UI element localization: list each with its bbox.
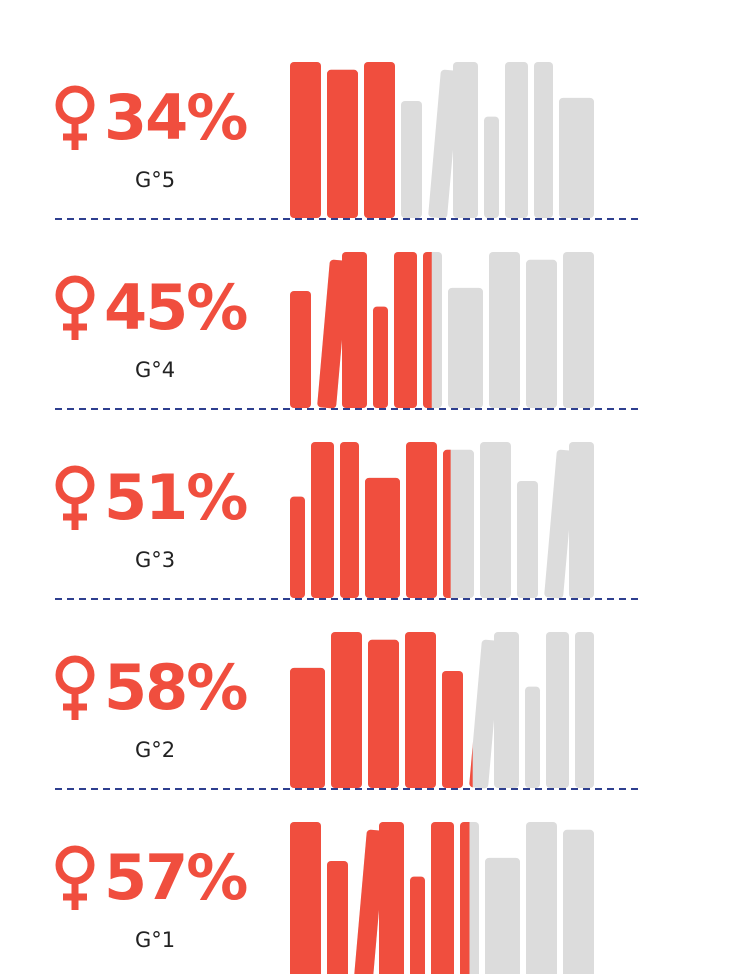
book <box>373 306 388 408</box>
book <box>546 632 569 788</box>
book <box>489 252 520 408</box>
book <box>443 449 474 598</box>
female-icon <box>55 655 95 695</box>
book <box>423 252 432 408</box>
book <box>526 822 557 974</box>
book <box>290 291 311 408</box>
book <box>406 442 437 598</box>
book <box>443 449 451 598</box>
book <box>484 116 499 218</box>
book <box>534 62 553 218</box>
female-icon <box>55 85 95 125</box>
book <box>453 62 478 218</box>
book <box>569 442 594 598</box>
book <box>410 876 425 974</box>
book <box>517 481 538 598</box>
book <box>327 69 358 218</box>
book <box>563 252 594 408</box>
book <box>460 822 470 974</box>
book <box>544 449 576 599</box>
book <box>368 639 399 788</box>
grade-label: G°2 <box>135 738 175 762</box>
books-share <box>290 632 473 789</box>
percent-label: 58% <box>104 651 247 724</box>
book <box>354 829 386 974</box>
book <box>448 287 483 408</box>
book <box>494 632 519 788</box>
book <box>290 667 325 788</box>
book <box>428 69 460 219</box>
book <box>342 252 367 408</box>
book <box>480 442 511 598</box>
book <box>469 639 501 789</box>
grade-label: G°1 <box>135 928 175 952</box>
book <box>485 857 520 974</box>
percent-label: 45% <box>104 271 247 344</box>
grade-label: G°5 <box>135 168 175 192</box>
book <box>431 822 454 974</box>
grade-label: G°4 <box>135 358 175 382</box>
book <box>559 97 594 218</box>
book <box>327 861 348 974</box>
books-share <box>290 822 470 974</box>
book <box>526 259 557 408</box>
percent-label: 57% <box>104 841 247 914</box>
book <box>575 632 594 788</box>
percent-label: 34% <box>104 81 247 154</box>
female-icon <box>55 845 95 885</box>
female-icon <box>55 465 95 505</box>
book <box>563 829 594 974</box>
book <box>505 62 528 218</box>
book <box>311 442 334 598</box>
book <box>317 259 349 409</box>
book <box>379 822 404 974</box>
book <box>401 101 422 218</box>
books-rest <box>290 442 594 599</box>
book <box>405 632 436 788</box>
book <box>331 632 362 788</box>
grade-label: G°3 <box>135 548 175 572</box>
book <box>290 822 321 974</box>
book <box>340 442 359 598</box>
female-icon <box>55 275 95 315</box>
book <box>364 62 395 218</box>
books-share <box>290 442 451 598</box>
books-share <box>290 252 432 409</box>
book <box>442 671 463 788</box>
books-share <box>290 62 395 218</box>
book <box>365 477 400 598</box>
book <box>525 686 540 788</box>
book <box>394 252 417 408</box>
book <box>290 496 305 598</box>
book <box>290 62 321 218</box>
percent-label: 51% <box>104 461 247 534</box>
